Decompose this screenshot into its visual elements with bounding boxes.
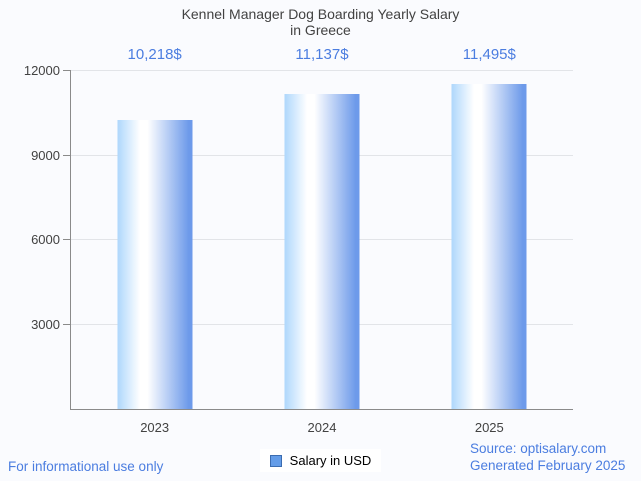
bar-column-2024: 11,137$ 2024	[238, 46, 405, 435]
legend-swatch-icon	[269, 454, 282, 467]
chart-title-line1: Kennel Manager Dog Boarding Yearly Salar…	[181, 6, 460, 22]
y-tickmark	[63, 70, 70, 71]
y-tick-label-12000: 12000	[23, 63, 60, 78]
y-tick-label-9000: 9000	[31, 148, 60, 163]
value-label-2025: 11,495$	[462, 46, 516, 63]
value-label-2023: 10,218$	[127, 46, 182, 63]
source-text: Source: optisalary.com	[470, 441, 607, 456]
bar-column-2025: 11,495$ 2025	[406, 46, 573, 435]
y-tickmark	[63, 239, 70, 240]
disclaimer-text: For informational use only	[8, 459, 164, 474]
chart-title: Kennel Manager Dog Boarding Yearly Salar…	[0, 6, 641, 38]
x-axis-label-2024: 2024	[307, 420, 337, 435]
bar-2023	[117, 120, 193, 409]
value-label-2024: 11,137$	[295, 46, 349, 63]
x-axis-label-2023: 2023	[140, 420, 170, 435]
y-tick-label-6000: 6000	[31, 232, 60, 247]
source-note: Source: optisalary.com Generated Februar…	[470, 440, 625, 474]
gridline-12000	[71, 70, 573, 71]
legend: Salary in USD	[0, 449, 641, 472]
y-tickmark	[63, 155, 70, 156]
bar-2025	[451, 84, 527, 409]
chart-title-line2: in Greece	[290, 22, 351, 38]
legend-item: Salary in USD	[259, 449, 382, 472]
generated-text: Generated February 2025	[470, 458, 626, 473]
plot-area: 10,218$ 2023 11,137$ 2024 11,495$ 2025	[63, 46, 573, 435]
y-tick-label-3000: 3000	[31, 317, 60, 332]
bar-column-2023: 10,218$ 2023	[71, 46, 238, 435]
bar-2024	[284, 94, 360, 409]
legend-label: Salary in USD	[289, 453, 372, 468]
x-axis-label-2025: 2025	[474, 420, 504, 435]
y-tickmark	[63, 324, 70, 325]
